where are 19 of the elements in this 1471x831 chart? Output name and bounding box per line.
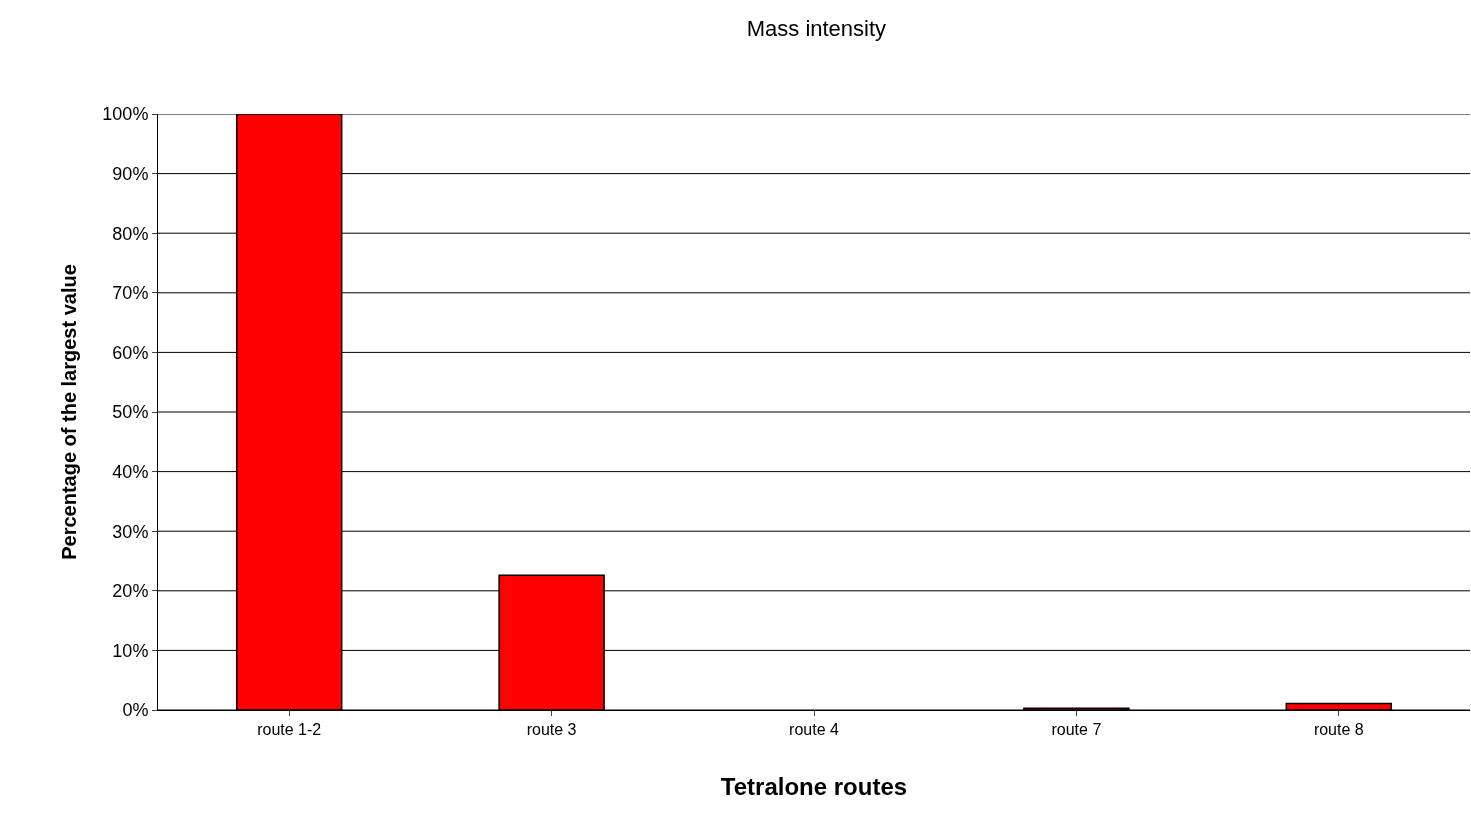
x-tick-label: route 7 <box>1051 721 1102 739</box>
y-tick-label: 90% <box>112 163 149 184</box>
y-tick-label: 50% <box>112 402 149 423</box>
x-tick-label: route 3 <box>526 721 577 739</box>
y-tick-label: 0% <box>122 700 149 721</box>
y-tick-label: 80% <box>112 223 149 244</box>
chart-title: Mass intensity <box>746 16 887 42</box>
x-tick-label: route 4 <box>789 721 840 739</box>
y-axis-title: Percentage of the largest value <box>57 264 80 560</box>
x-axis-title: Tetralone routes <box>720 772 908 800</box>
y-tick-label: 40% <box>112 461 149 482</box>
y-tick-label: 60% <box>112 342 149 363</box>
y-tick-label: 100% <box>102 104 149 125</box>
x-tick-label: route 8 <box>1313 721 1364 739</box>
y-tick-label: 70% <box>112 283 149 304</box>
y-tick-label: 30% <box>112 521 149 542</box>
x-tick-label: route 1-2 <box>257 721 322 739</box>
y-tick-label: 10% <box>112 640 149 661</box>
y-tick-label: 20% <box>112 581 149 602</box>
